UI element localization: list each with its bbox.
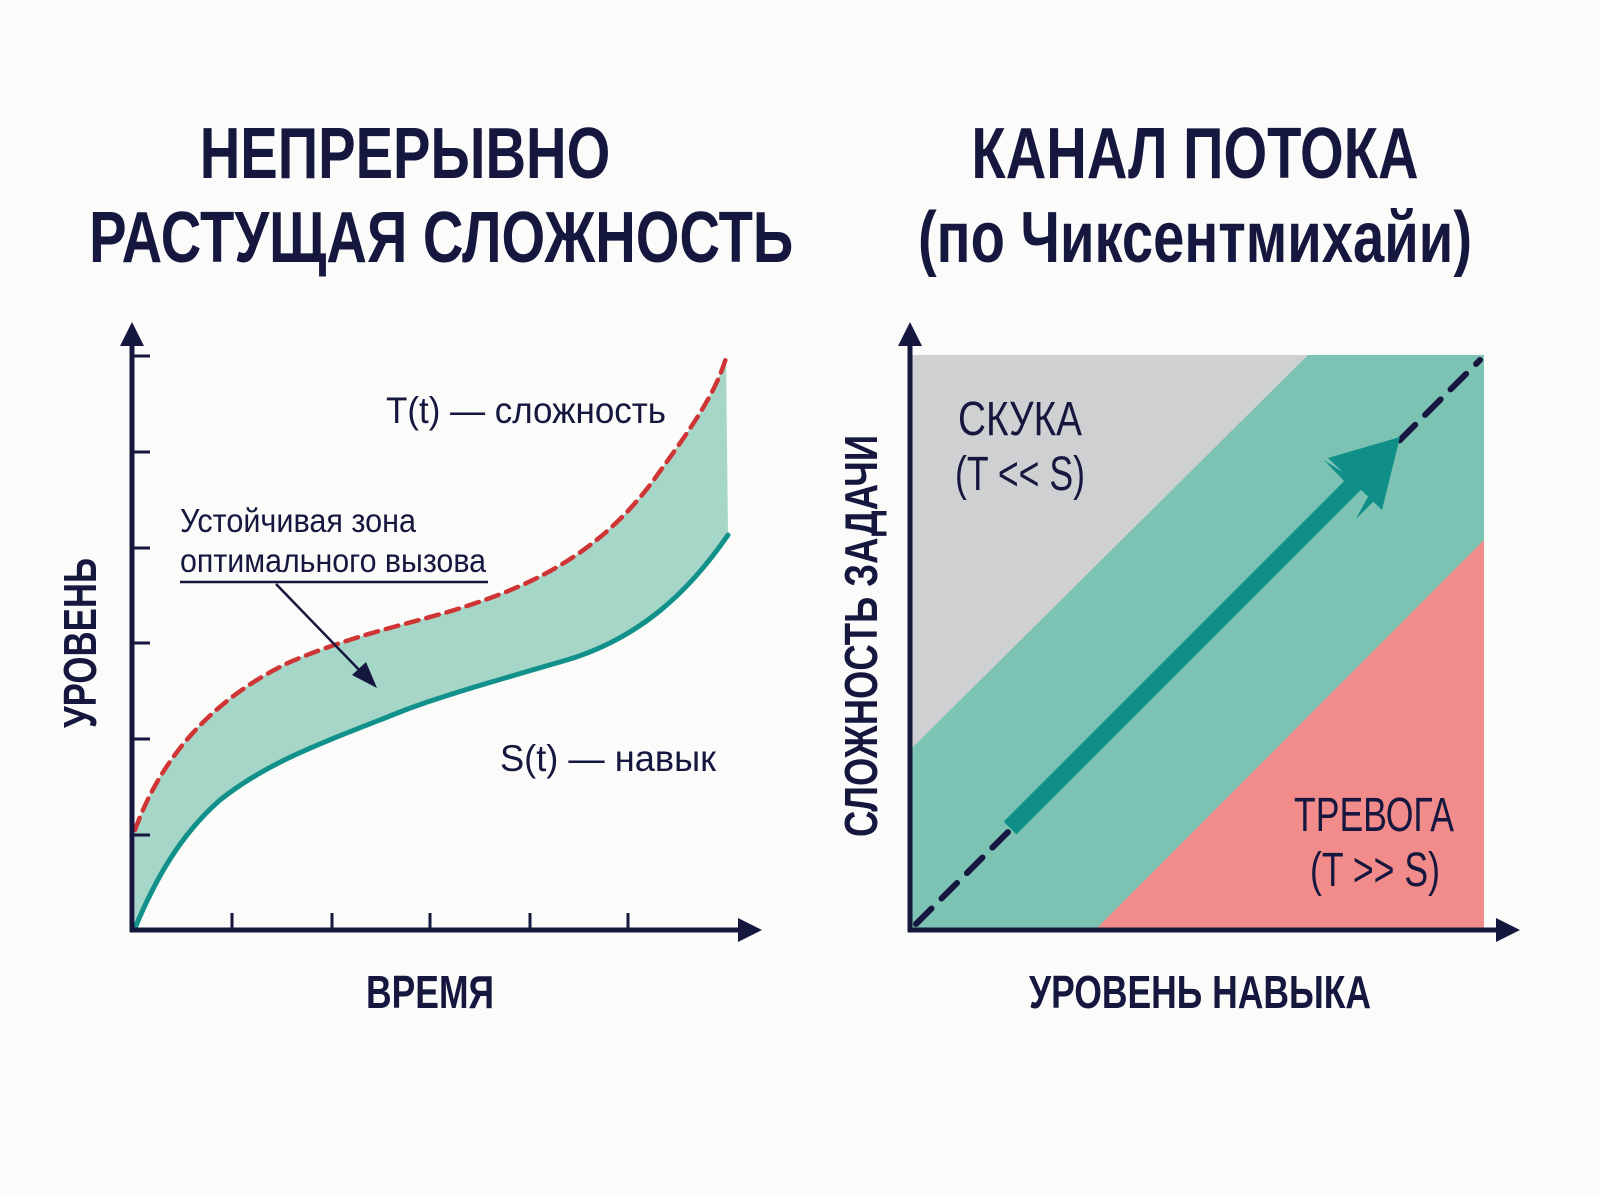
right-title-line-2: (по Чиксентмихайи): [917, 198, 1473, 278]
right-chart-title: КАНАЛ ПОТОКА (по Чиксентмихайи): [879, 112, 1511, 280]
right-y-axis-arrow-icon: [898, 322, 922, 346]
anxiety-label: ТРЕВОГА: [1294, 789, 1454, 842]
right-title-line-1: КАНАЛ ПОТОКА: [971, 114, 1419, 194]
boredom-zone: [912, 355, 1308, 748]
skill-label: S(t) — навык: [500, 738, 717, 779]
left-x-axis-label: ВРЕМЯ: [366, 966, 494, 1018]
anxiety-zone: [1097, 540, 1484, 928]
left-title-line-1: НЕПРЕРЫВНО: [199, 114, 611, 194]
annotation-pointer-arrow-icon: [352, 662, 377, 688]
left-chart-title: НЕПРЕРЫВНО РАСТУЩАЯ СЛОЖНОСТЬ: [89, 112, 794, 280]
right-x-axis-label: УРОВЕНЬ НАВЫКА: [1029, 966, 1371, 1018]
annotation-pointer: [275, 583, 366, 677]
skill-curve: [132, 532, 731, 931]
right-y-axis-label: СЛОЖНОСТЬ ЗАДАЧИ: [835, 435, 887, 837]
anxiety-formula: (T >> S): [1310, 844, 1440, 897]
left-chart: T(t) — сложность S(t) — навык Устойчивая…: [54, 322, 762, 1018]
optimal-challenge-zone: [135, 358, 728, 928]
complexity-curve: [132, 355, 729, 833]
left-x-axis-arrow-icon: [738, 918, 762, 942]
boredom-label: СКУКА: [958, 393, 1082, 446]
left-y-axis-label: УРОВЕНЬ: [54, 558, 106, 728]
left-y-axis-arrow-icon: [120, 322, 144, 346]
complexity-label: T(t) — сложность: [386, 390, 666, 431]
left-title-line-2: РАСТУЩАЯ СЛОЖНОСТЬ: [89, 198, 794, 278]
left-y-ticks: [132, 354, 150, 837]
zone-annotation-line-2: оптимального вызова: [180, 542, 487, 579]
zone-annotation-line-1: Устойчивая зона: [180, 502, 417, 539]
right-x-axis-arrow-icon: [1496, 918, 1520, 942]
boredom-formula: (T << S): [955, 448, 1085, 501]
flow-arrow-shaft: [1003, 471, 1367, 835]
flow-arrowhead-fill: [1328, 437, 1400, 510]
right-chart: СКУКА (T << S) ТРЕВОГА (T >> S) СЛОЖНОСТ…: [835, 322, 1520, 1018]
left-x-ticks: [230, 913, 630, 930]
